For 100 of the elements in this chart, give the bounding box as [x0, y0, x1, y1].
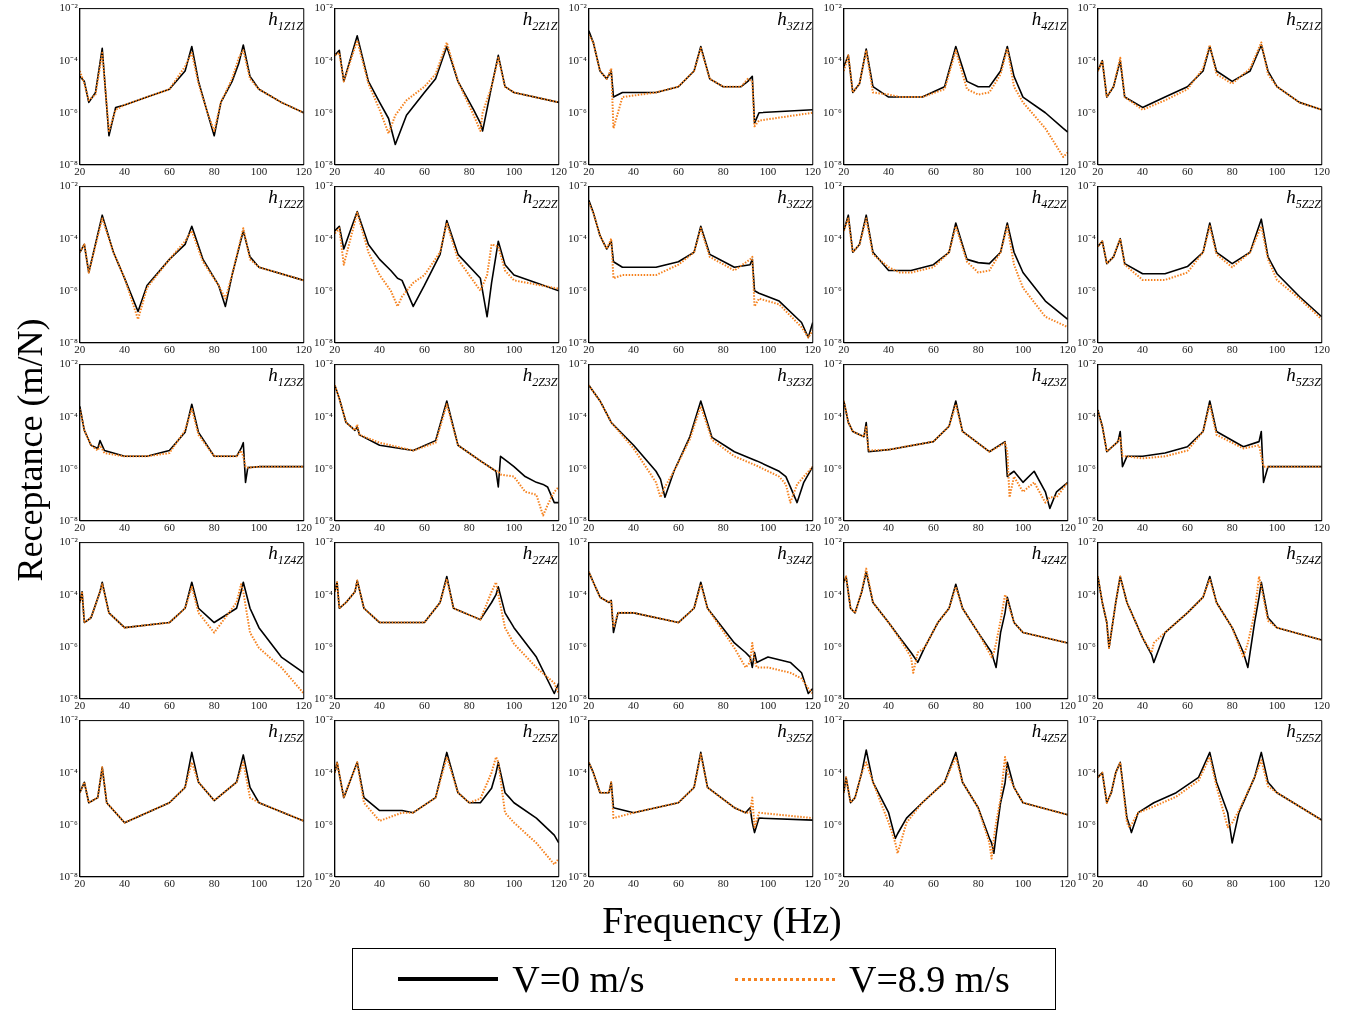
x-tick-label: 60 — [163, 343, 176, 356]
x-tick-label: 40 — [373, 343, 386, 356]
x-tick-label: 100 — [1014, 699, 1032, 712]
x-tick-label: 100 — [1014, 165, 1032, 178]
x-tick-label: 40 — [882, 699, 895, 712]
x-tick-label: 60 — [163, 877, 176, 890]
x-tick-label: 60 — [418, 521, 430, 534]
chart-title: h$_{2Z4Z}$ — [522, 542, 558, 568]
x-tick-label: 40 — [1137, 165, 1149, 178]
x-tick-label: 120 — [804, 521, 822, 534]
chart-title: h$_{2Z2Z}$ — [522, 186, 558, 212]
y-tick-label: 10⁻⁶ — [313, 817, 333, 830]
x-tick-label: 60 — [163, 521, 176, 534]
x-tick-label: 40 — [882, 343, 895, 356]
y-tick-label: 10⁻² — [568, 713, 588, 726]
y-tick-label: 10⁻² — [1077, 535, 1097, 548]
y-tick-label: 10⁻⁴ — [313, 587, 333, 600]
x-tick-label: 80 — [1226, 165, 1239, 178]
x-tick-label: 80 — [208, 165, 221, 178]
y-tick-label: 10⁻⁶ — [313, 105, 333, 118]
x-axis-title: Frequency (Hz) — [602, 898, 842, 942]
x-tick-label: 60 — [672, 165, 685, 178]
x-tick-label: 100 — [505, 165, 523, 178]
x-tick-label: 120 — [1313, 343, 1331, 356]
x-tick-label: 40 — [373, 165, 386, 178]
x-tick-label: 40 — [1137, 521, 1149, 534]
x-tick-label: 120 — [1313, 699, 1331, 712]
x-tick-label: 60 — [927, 343, 939, 356]
chart-title: h$_{3Z4Z}$ — [777, 542, 812, 568]
x-tick-label: 40 — [373, 877, 386, 890]
y-tick-label: 10⁻² — [568, 357, 588, 370]
y-tick-label: 10⁻² — [59, 357, 79, 370]
y-tick-label: 10⁻⁶ — [1076, 461, 1096, 474]
y-tick-label: 10⁻⁴ — [1076, 231, 1096, 244]
x-tick-label: 60 — [1181, 699, 1194, 712]
x-tick-label: 80 — [463, 877, 475, 890]
x-tick-label: 80 — [208, 877, 221, 890]
x-tick-label: 120 — [295, 343, 313, 356]
y-tick-label: 10⁻⁴ — [822, 587, 842, 600]
y-tick-label: 10⁻⁴ — [567, 409, 587, 422]
y-tick-label: 10⁻⁶ — [58, 283, 78, 296]
x-tick-label: 100 — [1014, 877, 1032, 890]
y-axis-title: Receptance (m/N) — [9, 318, 51, 582]
x-tick-label: 80 — [463, 343, 475, 356]
x-tick-label: 60 — [1181, 165, 1194, 178]
x-tick-label: 100 — [250, 877, 268, 890]
x-tick-label: 80 — [717, 165, 730, 178]
y-tick-label: 10⁻⁶ — [58, 639, 78, 652]
y-tick-label: 10⁻² — [59, 535, 79, 548]
x-tick-label: 80 — [208, 699, 221, 712]
chart-title: h$_{1Z4Z}$ — [268, 542, 303, 568]
x-tick-label: 100 — [250, 165, 268, 178]
y-tick-label: 10⁻² — [1077, 179, 1097, 192]
y-tick-label: 10⁻⁴ — [567, 53, 587, 66]
x-tick-label: 40 — [628, 343, 640, 356]
chart-title: h$_{1Z2Z}$ — [268, 186, 303, 212]
x-tick-label: 100 — [505, 521, 523, 534]
x-tick-label: 120 — [295, 877, 313, 890]
y-tick-label: 10⁻⁴ — [313, 409, 333, 422]
x-tick-label: 40 — [119, 521, 131, 534]
y-tick-label: 10⁻⁴ — [58, 765, 78, 778]
y-tick-label: 10⁻² — [314, 713, 334, 726]
x-tick-label: 80 — [717, 343, 730, 356]
chart-title: h$_{5Z2Z}$ — [1286, 186, 1321, 212]
x-tick-label: 120 — [550, 343, 567, 356]
x-tick-label: 40 — [373, 699, 386, 712]
x-tick-label: 120 — [804, 699, 822, 712]
y-tick-label: 10⁻⁶ — [567, 105, 587, 118]
x-tick-label: 60 — [418, 343, 430, 356]
y-tick-label: 10⁻⁶ — [58, 105, 78, 118]
x-tick-label: 80 — [463, 165, 475, 178]
x-tick-label: 40 — [628, 165, 640, 178]
x-tick-label: 100 — [250, 343, 268, 356]
x-tick-label: 80 — [972, 521, 984, 534]
x-tick-label: 120 — [1059, 343, 1076, 356]
y-tick-label: 10⁻⁶ — [313, 283, 333, 296]
x-tick-label: 60 — [927, 877, 939, 890]
x-tick-label: 60 — [672, 877, 685, 890]
chart-title: h$_{4Z3Z}$ — [1031, 364, 1067, 390]
y-tick-label: 10⁻⁶ — [313, 461, 333, 474]
x-tick-label: 120 — [295, 165, 313, 178]
chart-title: h$_{3Z1Z}$ — [777, 8, 812, 34]
chart-title: h$_{1Z1Z}$ — [268, 8, 303, 34]
x-tick-label: 100 — [250, 521, 268, 534]
y-tick-label: 10⁻⁶ — [567, 639, 587, 652]
x-tick-label: 80 — [208, 521, 221, 534]
y-tick-label: 10⁻² — [568, 535, 588, 548]
y-tick-label: 10⁻² — [823, 535, 843, 548]
chart-title: h$_{2Z3Z}$ — [522, 364, 558, 390]
y-tick-label: 10⁻⁶ — [567, 817, 587, 830]
x-tick-label: 40 — [1137, 699, 1149, 712]
y-tick-label: 10⁻⁴ — [822, 409, 842, 422]
x-tick-label: 100 — [759, 343, 777, 356]
line-series — [843, 47, 1068, 158]
x-tick-label: 100 — [1014, 343, 1032, 356]
x-tick-label: 40 — [628, 877, 640, 890]
chart-title: h$_{4Z4Z}$ — [1031, 542, 1067, 568]
x-tick-label: 120 — [804, 165, 822, 178]
x-tick-label: 80 — [972, 165, 984, 178]
x-tick-label: 60 — [418, 165, 430, 178]
